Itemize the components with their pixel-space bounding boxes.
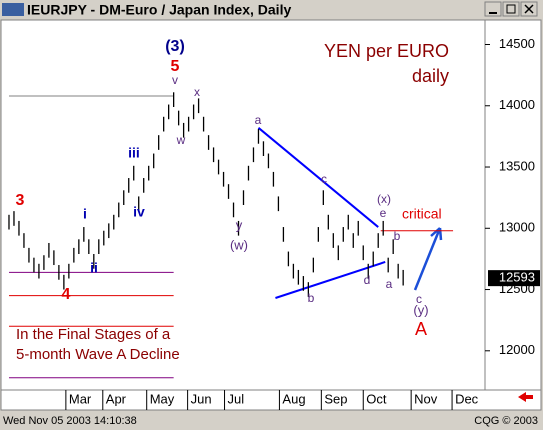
app-icon [2, 3, 24, 16]
annotation: w [176, 133, 186, 147]
projection-arrow [413, 227, 443, 291]
annotation: v [172, 73, 178, 87]
annotation: (w) [230, 237, 248, 252]
x-tick-label: Oct [366, 391, 387, 406]
time-axis [0, 389, 542, 411]
maximize-glyph [506, 4, 516, 14]
last-price-box [488, 270, 540, 287]
annotation: YEN per EURO [324, 41, 449, 61]
x-tick-label: Aug [282, 391, 305, 406]
annotation: 3 [16, 192, 25, 209]
annotation: y [236, 217, 243, 232]
y-tick-label: 12000 [499, 342, 535, 357]
annotation: In the Final Stages of a [16, 326, 171, 343]
x-tick-label: May [150, 391, 175, 406]
x-tick-label: Apr [106, 391, 127, 406]
x-tick-label: Jul [228, 391, 245, 406]
annotation: 4 [62, 286, 71, 303]
annotation: daily [412, 66, 449, 86]
annotation: critical [402, 206, 442, 222]
annotation: d [364, 273, 371, 287]
annotation: b [308, 291, 315, 305]
status-bar [0, 412, 543, 430]
y-tick-label: 14500 [499, 36, 535, 51]
annotation: iii [128, 145, 140, 161]
annotation: ii [90, 260, 98, 276]
x-tick-label: Nov [414, 391, 438, 406]
annotation: (3) [165, 38, 185, 55]
annotation: (y) [413, 302, 428, 317]
close-glyph [524, 4, 534, 14]
y-tick-label: 13000 [499, 220, 535, 235]
annotation: b [394, 229, 401, 243]
x-tick-label: Sep [324, 391, 347, 406]
last-price-label: 12593 [499, 270, 535, 285]
copyright: CQG © 2003 [474, 415, 538, 427]
annotation: i [83, 206, 87, 222]
timestamp: Wed Nov 05 2003 14:10:38 [3, 415, 137, 427]
annotation: 5-month Wave A Decline [16, 346, 180, 363]
annotation: 5 [171, 58, 180, 75]
annotation: e [380, 206, 387, 220]
y-tick-label: 13500 [499, 158, 535, 173]
trend-line [275, 261, 386, 299]
annotation: c [416, 292, 422, 306]
scroll-arrow[interactable] [518, 392, 533, 402]
annotation: a [255, 113, 262, 127]
annotation: iv [133, 204, 145, 220]
y-tick-label: 14000 [499, 97, 535, 112]
x-tick-label: Jun [191, 391, 212, 406]
title-bar [0, 0, 543, 19]
trend-line [257, 127, 379, 228]
window-title: IEURJPY - DM-Euro / Japan Index, Daily [27, 2, 291, 18]
price-axis [484, 19, 542, 391]
annotation: a [386, 277, 393, 291]
annotation: (x) [377, 192, 391, 206]
x-tick-label: Dec [455, 391, 479, 406]
x-tick-label: Mar [69, 391, 92, 406]
maximize-button[interactable] [502, 1, 520, 17]
annotation: x [194, 85, 200, 99]
annotation: c [321, 172, 327, 186]
annotation: A [415, 319, 427, 339]
